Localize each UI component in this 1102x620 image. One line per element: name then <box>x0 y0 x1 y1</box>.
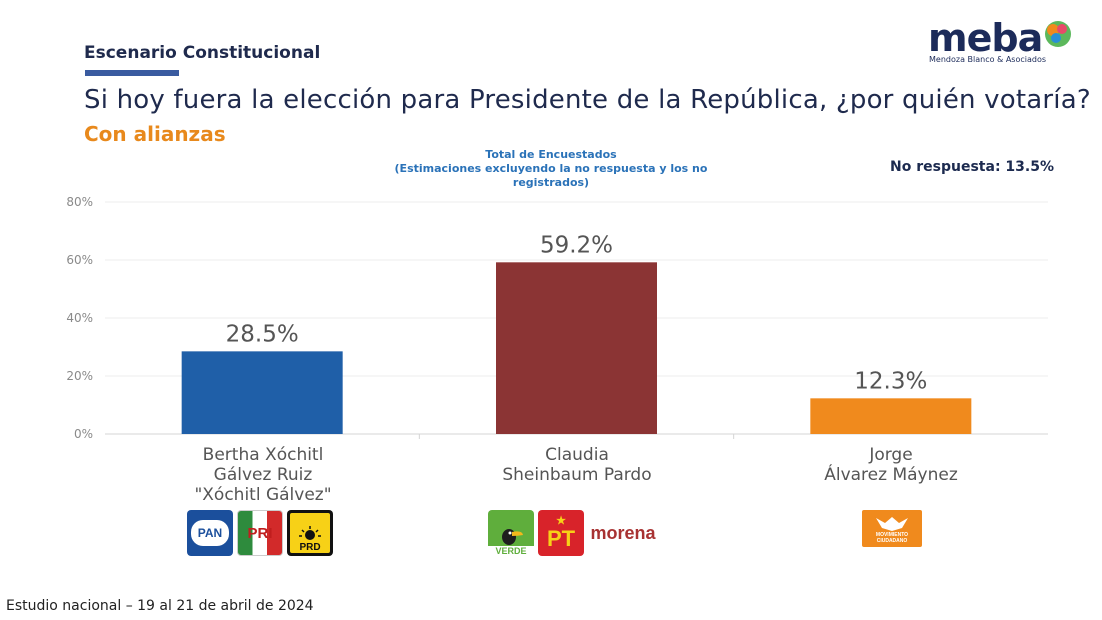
section-underline <box>85 70 179 76</box>
eagle-icon <box>876 516 908 531</box>
candidate-label-galvez: Bertha Xóchitl Gálvez Ruiz "Xóchitl Gálv… <box>153 445 373 505</box>
meba-logo-icon <box>1045 21 1071 47</box>
bar <box>810 398 972 434</box>
party-logos-alvarez: MOVIMIENTO CIUDADANO <box>862 510 922 547</box>
party-logos-galvez: PAN PRI PRD <box>187 510 333 556</box>
mc-logo-icon: MOVIMIENTO CIUDADANO <box>862 510 922 547</box>
candidate-name-line: Jorge <box>869 445 913 465</box>
data-label: 59.2% <box>540 232 613 258</box>
candidate-name-line: Bertha Xóchitl <box>202 445 324 465</box>
no-response-label: No respuesta: 13.5% <box>890 159 1054 175</box>
section-label: Escenario Constitucional <box>84 43 321 63</box>
bar <box>496 262 657 434</box>
footer-note: Estudio nacional – 19 al 21 de abril de … <box>6 598 314 614</box>
pan-logo-icon: PAN <box>187 510 233 556</box>
chart-subtitle: (Estimaciones excluyendo la no respuesta… <box>394 162 708 189</box>
meba-logo-tagline: Mendoza Blanco & Asociados <box>929 55 1047 64</box>
prd-logo-icon: PRD <box>287 510 333 556</box>
candidate-label-alvarez: Jorge Álvarez Máynez <box>781 445 1001 485</box>
y-tick-label: 0% <box>74 427 93 441</box>
data-label: 12.3% <box>854 368 927 394</box>
y-tick-label: 40% <box>66 311 93 325</box>
pan-logo-text: PAN <box>191 520 229 546</box>
page-subtitle: Con alianzas <box>84 122 226 146</box>
bar <box>181 351 343 434</box>
candidate-name-line: Álvarez Máynez <box>824 465 958 485</box>
chart-title-block: Total de Encuestados (Estimaciones exclu… <box>380 148 722 190</box>
mc-logo-text: MOVIMIENTO CIUDADANO <box>875 531 909 544</box>
pt-logo-text: PT <box>546 525 576 551</box>
verde-logo-text: VERDE <box>488 546 534 556</box>
prd-sun-icon <box>299 526 321 540</box>
verde-logo-icon: VERDE <box>488 510 534 556</box>
chart-title: Total de Encuestados <box>485 148 617 161</box>
party-logos-sheinbaum: VERDE ★ PT morena <box>488 510 658 556</box>
page-title: Si hoy fuera la elección para Presidente… <box>84 85 1091 115</box>
meba-logo-wordmark: meba <box>928 16 1043 60</box>
pri-logo-icon: PRI <box>237 510 283 556</box>
pt-logo-icon: ★ PT <box>538 510 584 556</box>
candidate-label-sheinbaum: Claudia Sheinbaum Pardo <box>467 445 687 485</box>
candidate-name-line: Sheinbaum Pardo <box>502 465 652 485</box>
data-label: 28.5% <box>226 321 299 347</box>
toucan-icon <box>502 529 523 545</box>
candidate-name-line: "Xóchitl Gálvez" <box>194 485 332 505</box>
y-tick-label: 80% <box>66 195 93 209</box>
y-tick-label: 60% <box>66 253 93 267</box>
candidate-name-line: Gálvez Ruiz <box>213 465 313 485</box>
prd-logo-text: PRD <box>299 542 321 553</box>
y-tick-label: 20% <box>66 369 93 383</box>
morena-logo-text: morena <box>590 522 656 543</box>
candidate-name-line: Claudia <box>545 445 609 465</box>
